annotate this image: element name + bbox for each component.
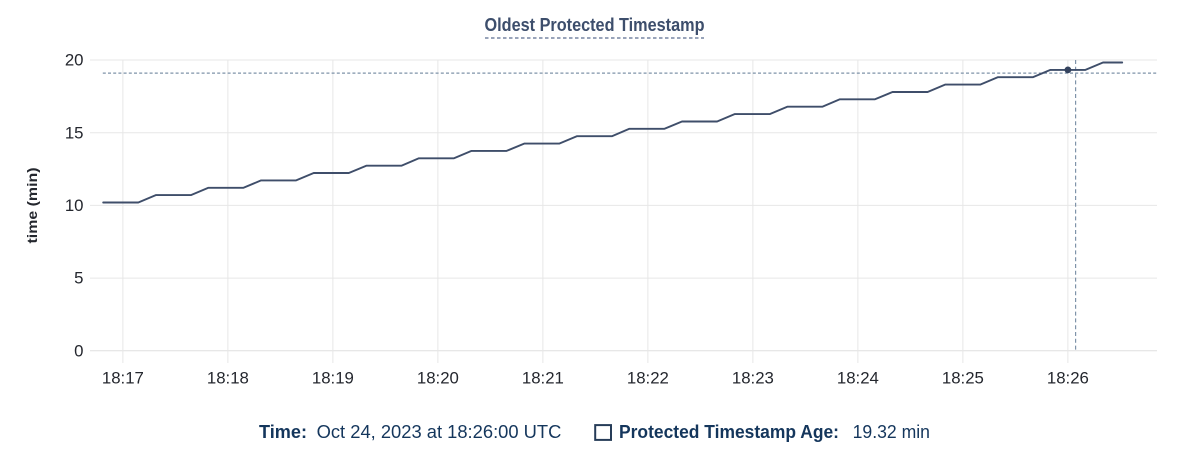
svg-text:0: 0 — [74, 341, 83, 360]
svg-text:15: 15 — [65, 123, 84, 142]
svg-text:19.32 min: 19.32 min — [853, 422, 930, 442]
svg-text:10: 10 — [65, 196, 84, 215]
svg-text:18:18: 18:18 — [207, 369, 249, 388]
svg-text:Oldest Protected Timestamp: Oldest Protected Timestamp — [485, 14, 705, 35]
svg-text:18:25: 18:25 — [942, 369, 984, 388]
svg-text:18:20: 18:20 — [417, 369, 459, 388]
svg-text:18:17: 18:17 — [102, 369, 144, 388]
svg-text:Time:: Time: — [259, 422, 307, 442]
svg-text:18:26: 18:26 — [1047, 369, 1089, 388]
svg-text:18:24: 18:24 — [837, 369, 879, 388]
svg-text:Oct 24, 2023 at 18:26:00 UTC: Oct 24, 2023 at 18:26:00 UTC — [317, 422, 562, 442]
svg-text:18:19: 18:19 — [312, 369, 354, 388]
svg-text:Protected Timestamp Age:: Protected Timestamp Age: — [619, 422, 839, 442]
svg-text:time (min): time (min) — [24, 168, 40, 244]
svg-text:5: 5 — [74, 269, 83, 288]
svg-text:18:22: 18:22 — [627, 369, 669, 388]
svg-text:18:23: 18:23 — [732, 369, 774, 388]
svg-text:18:21: 18:21 — [522, 369, 564, 388]
svg-text:20: 20 — [65, 51, 84, 70]
